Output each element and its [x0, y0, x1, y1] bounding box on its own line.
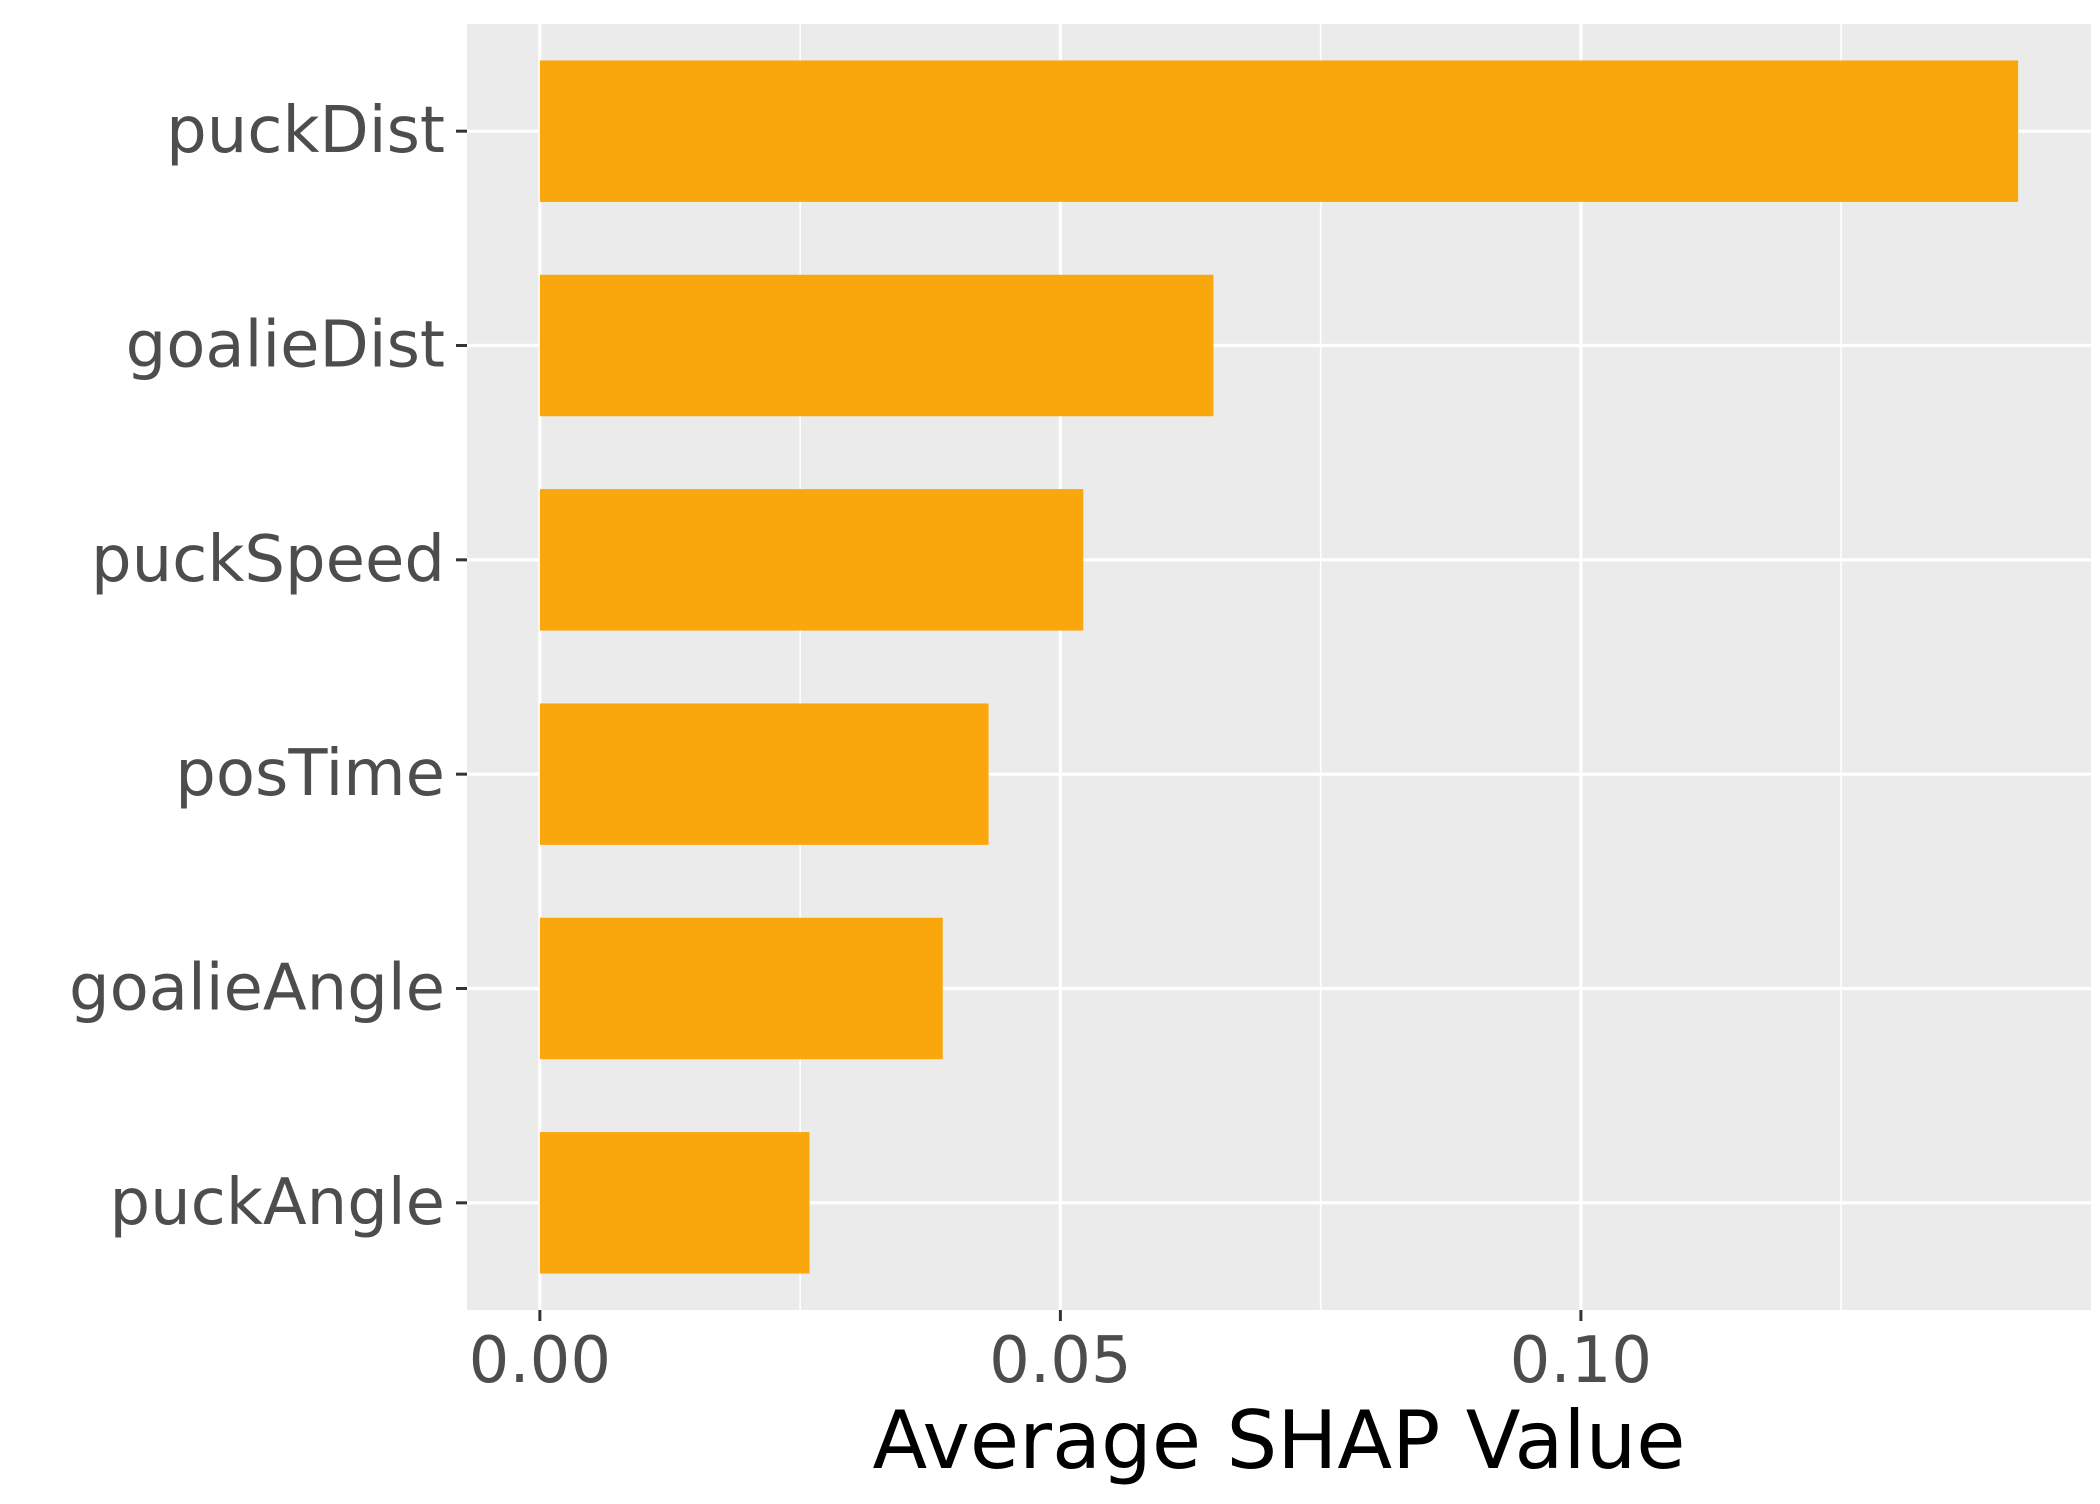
category-label: goalieAngle — [69, 952, 445, 1026]
bar-puckAngle — [539, 1132, 810, 1274]
x-axis: 0.00 0.05 0.10 — [469, 1310, 1653, 1398]
minor-gridlines — [799, 24, 1842, 1310]
category-label: puckDist — [166, 94, 445, 168]
x-axis-title: Average SHAP Value — [873, 1394, 1686, 1487]
category-label: puckSpeed — [91, 523, 445, 597]
x-tick-label: 0.10 — [1510, 1324, 1653, 1398]
plot-panel — [467, 24, 2091, 1310]
bar-puckSpeed — [539, 489, 1084, 631]
y-axis: puckDist goalieDist puckSpeed posTime goalie… — [69, 94, 467, 1240]
x-tick-label: 0.05 — [989, 1324, 1132, 1398]
x-tick-label: 0.00 — [469, 1324, 612, 1398]
bars — [539, 60, 2019, 1274]
bar-puckDist — [539, 60, 2019, 202]
category-label: posTime — [175, 737, 445, 811]
bar-posTime — [539, 703, 989, 845]
bar-goalieAngle — [539, 917, 943, 1060]
category-label: puckAngle — [109, 1166, 445, 1240]
category-label: goalieDist — [126, 309, 445, 383]
bar-goalieDist — [539, 274, 1214, 417]
